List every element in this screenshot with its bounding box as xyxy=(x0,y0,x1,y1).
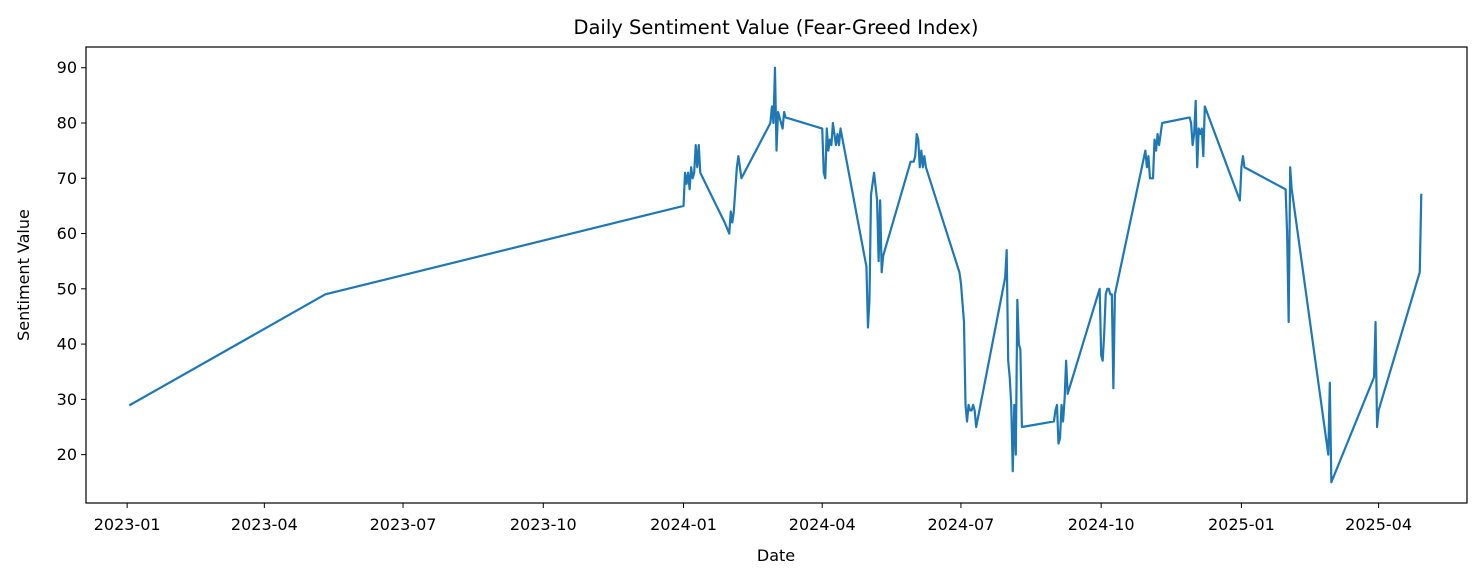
y-tick-label: 40 xyxy=(57,335,77,354)
y-tick-label: 50 xyxy=(57,279,77,298)
x-tick-label: 2024-04 xyxy=(789,515,856,534)
y-tick-label: 30 xyxy=(57,390,77,409)
series-layer xyxy=(128,66,1423,484)
y-tick-label: 70 xyxy=(57,169,77,188)
y-axis-label: Sentiment Value xyxy=(14,209,33,341)
x-tick-label: 2024-07 xyxy=(928,515,995,534)
x-tick-label: 2023-07 xyxy=(370,515,437,534)
y-tick-label: 20 xyxy=(57,445,77,464)
x-tick-label: 2023-01 xyxy=(94,515,161,534)
x-tick-label: 2025-01 xyxy=(1208,515,1275,534)
y-tick-label: 60 xyxy=(57,224,77,243)
x-tick-label: 2023-10 xyxy=(510,515,577,534)
x-tick-label: 2023-04 xyxy=(231,515,298,534)
y-axis-ticks: 20 30 40 50 60 70 80 90 xyxy=(57,58,86,464)
x-tick-label: 2024-01 xyxy=(650,515,717,534)
chart-title: Daily Sentiment Value (Fear-Greed Index) xyxy=(573,16,978,39)
y-tick-label: 90 xyxy=(57,58,77,77)
x-axis-ticks: 2023-01 2023-04 2023-07 2023-10 2024-01 2024-… xyxy=(94,503,1412,534)
plot-frame xyxy=(85,46,1468,504)
x-axis-label: Date xyxy=(757,546,795,565)
sentiment-series-line xyxy=(128,66,1423,484)
y-tick-label: 80 xyxy=(57,114,77,133)
x-tick-label: 2025-04 xyxy=(1345,515,1412,534)
x-tick-label: 2024-10 xyxy=(1068,515,1135,534)
